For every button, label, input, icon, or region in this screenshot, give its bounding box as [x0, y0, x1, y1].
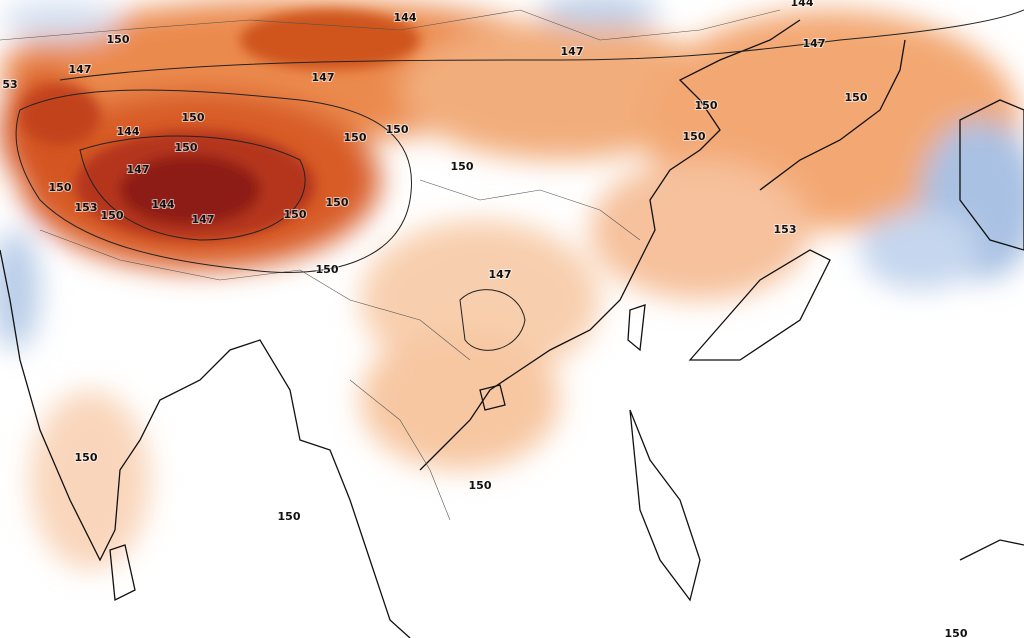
contour-label: 147	[489, 268, 512, 281]
contour-label: 150	[945, 627, 968, 638]
contour-label: 153	[774, 223, 797, 236]
contour-label: 150	[278, 510, 301, 523]
contour-label: 147	[561, 45, 584, 58]
anomaly-shading	[0, 0, 1024, 570]
contour-label: 147	[803, 37, 826, 50]
contour-label: 150	[107, 33, 130, 46]
contour-label: 150	[316, 263, 339, 276]
borders	[0, 9, 781, 521]
contour-label: 150	[683, 130, 706, 143]
contour-label: 150	[344, 131, 367, 144]
contour-label: 147	[192, 213, 215, 226]
contour-label: 150	[284, 208, 307, 221]
contour-label: 150	[386, 123, 409, 136]
contour-label: 150	[695, 99, 718, 112]
contour-label: 150	[845, 91, 868, 104]
contour-label: 147	[69, 63, 92, 76]
contour-label: 144	[152, 198, 175, 211]
contour-label: 150	[75, 451, 98, 464]
contour-label: 150	[326, 196, 349, 209]
contour-label: 150	[49, 181, 72, 194]
contour-label: 147	[127, 163, 150, 176]
contour-label: 144	[394, 11, 417, 24]
contour-label: 150	[469, 479, 492, 492]
contour-label: 144	[791, 0, 814, 9]
contour-label: 153	[75, 201, 98, 214]
strong-anomaly	[20, 10, 420, 240]
contour-label: 144	[117, 125, 140, 138]
contour-label: 150	[175, 141, 198, 154]
contour-label: 147	[312, 71, 335, 84]
contour-label: 150	[451, 160, 474, 173]
contours	[15, 9, 1024, 351]
contour-label: 53	[2, 78, 17, 91]
coastlines	[0, 19, 1024, 638]
contour-label: 150	[182, 111, 205, 124]
contour-label: 150	[101, 209, 124, 222]
